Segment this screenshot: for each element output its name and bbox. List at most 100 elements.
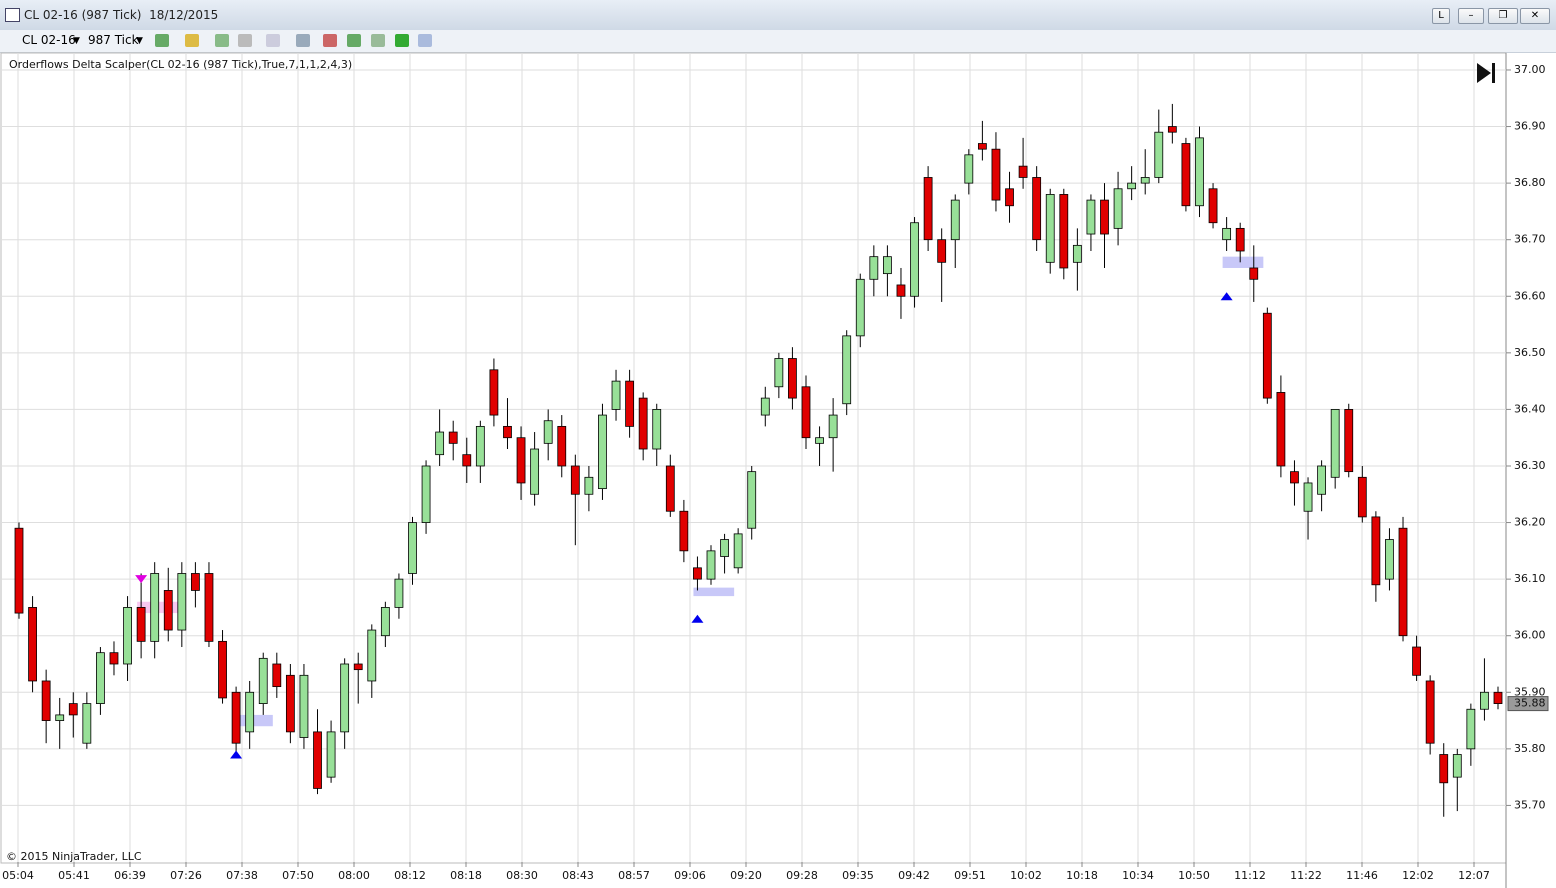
candle-body: [964, 154, 974, 184]
cursor-button[interactable]: [266, 34, 280, 47]
candle-body: [625, 380, 634, 427]
x-tick-label: 07:26: [170, 869, 202, 882]
candle-body: [1385, 539, 1394, 580]
y-tick-label: 35.90: [1514, 685, 1546, 698]
candle-body: [1167, 126, 1177, 133]
candle-body: [584, 476, 594, 495]
title-bar: CL 02-16 (987 Tick) 18/12/2015 L – ❐ ✕: [0, 0, 1556, 31]
lock-button[interactable]: L: [1432, 8, 1450, 24]
candle-body: [231, 691, 241, 744]
x-tick-label: 10:50: [1178, 869, 1210, 882]
y-tick-label: 36.50: [1514, 346, 1546, 359]
candle-body: [747, 471, 757, 529]
x-tick-label: 11:12: [1234, 869, 1266, 882]
candle-body: [421, 465, 431, 523]
candle-body: [150, 573, 160, 642]
candle-body: [896, 284, 906, 297]
copyright: © 2015 NinjaTrader, LLC: [6, 850, 142, 863]
x-tick-label: 08:18: [450, 869, 482, 882]
signal-zone: [1222, 256, 1264, 268]
bar-type-button[interactable]: [155, 34, 169, 47]
interval-selector[interactable]: 987 Tick: [88, 33, 139, 47]
indicators-button[interactable]: [323, 34, 337, 47]
scroll-end-button[interactable]: [1477, 63, 1495, 83]
x-tick-label: 09:42: [898, 869, 930, 882]
x-tick-label: 08:30: [506, 869, 538, 882]
candle-body: [706, 550, 716, 580]
candle-body: [910, 222, 919, 297]
candle-body: [340, 663, 350, 733]
y-tick-label: 37.00: [1514, 63, 1546, 76]
candle-body: [801, 386, 811, 439]
candle-body: [1222, 227, 1232, 241]
candle-body: [1235, 227, 1245, 252]
candle-body: [1330, 409, 1340, 478]
candle-body: [272, 663, 282, 688]
x-tick-label: 05:41: [58, 869, 90, 882]
x-tick-label: 10:34: [1122, 869, 1154, 882]
candle-body: [163, 590, 173, 631]
candle-body: [760, 397, 770, 416]
y-tick-label: 35.80: [1514, 742, 1546, 755]
candle-body: [1466, 708, 1476, 750]
order-button[interactable]: [395, 34, 409, 47]
candle-body: [638, 397, 648, 450]
candle-body: [652, 409, 662, 450]
candle-body: [923, 177, 933, 241]
candle-body: [828, 414, 838, 439]
candle-body: [435, 431, 445, 456]
x-tick-label: 07:38: [226, 869, 258, 882]
candle-body: [408, 522, 417, 574]
dropdown-arrow[interactable]: ▼: [136, 36, 143, 46]
candle-body: [977, 143, 987, 150]
chart-button[interactable]: [371, 34, 385, 47]
candle-body: [530, 448, 540, 495]
x-tick-label: 09:28: [786, 869, 818, 882]
y-tick-label: 36.30: [1514, 459, 1546, 472]
candle-body: [258, 657, 268, 704]
candle-body: [883, 256, 892, 275]
candle-body: [679, 510, 689, 552]
candle-body: [503, 425, 512, 439]
y-tick-label: 36.10: [1514, 572, 1546, 585]
minimize-button[interactable]: –: [1458, 8, 1484, 24]
strategies-button[interactable]: [347, 34, 361, 47]
x-tick-label: 11:22: [1290, 869, 1322, 882]
draw-button[interactable]: [185, 34, 199, 47]
candle-body: [1262, 312, 1272, 399]
candle-body: [14, 527, 24, 614]
candle-body: [326, 731, 336, 778]
candle-body: [68, 703, 78, 716]
x-tick-label: 07:50: [282, 869, 314, 882]
remove-button[interactable]: [238, 34, 252, 47]
candle-body: [1059, 194, 1069, 269]
candle-body: [177, 573, 187, 631]
properties-button[interactable]: [418, 34, 432, 47]
add-button[interactable]: [215, 34, 229, 47]
last-price-box: [1507, 696, 1549, 712]
instrument-selector[interactable]: CL 02-16: [22, 33, 76, 47]
y-tick-label: 36.80: [1514, 176, 1546, 189]
candle-body: [1072, 244, 1082, 263]
close-button[interactable]: ✕: [1520, 8, 1550, 24]
toolbar: CL 02-16 ▼ 987 Tick ▼: [0, 30, 1556, 53]
candle-body: [950, 199, 960, 241]
x-tick-label: 08:43: [562, 869, 594, 882]
x-tick-label: 08:00: [338, 869, 370, 882]
signal-arrow: [135, 575, 148, 584]
candle-body: [204, 573, 214, 642]
window-title: CL 02-16 (987 Tick) 18/12/2015: [24, 8, 219, 22]
candle-body: [313, 731, 322, 789]
candle-body: [570, 465, 580, 495]
zoom-button[interactable]: [296, 34, 310, 47]
candle-body: [55, 714, 65, 721]
x-tick-label: 10:02: [1010, 869, 1042, 882]
candle-body: [1100, 199, 1109, 235]
x-tick-label: 09:35: [842, 869, 874, 882]
dropdown-arrow[interactable]: ▼: [73, 36, 80, 46]
restore-button[interactable]: ❐: [1488, 8, 1518, 24]
y-tick-label: 36.90: [1514, 120, 1546, 133]
x-tick-label: 05:04: [2, 869, 34, 882]
candle-body: [1439, 754, 1449, 784]
candle-body: [1425, 680, 1435, 744]
